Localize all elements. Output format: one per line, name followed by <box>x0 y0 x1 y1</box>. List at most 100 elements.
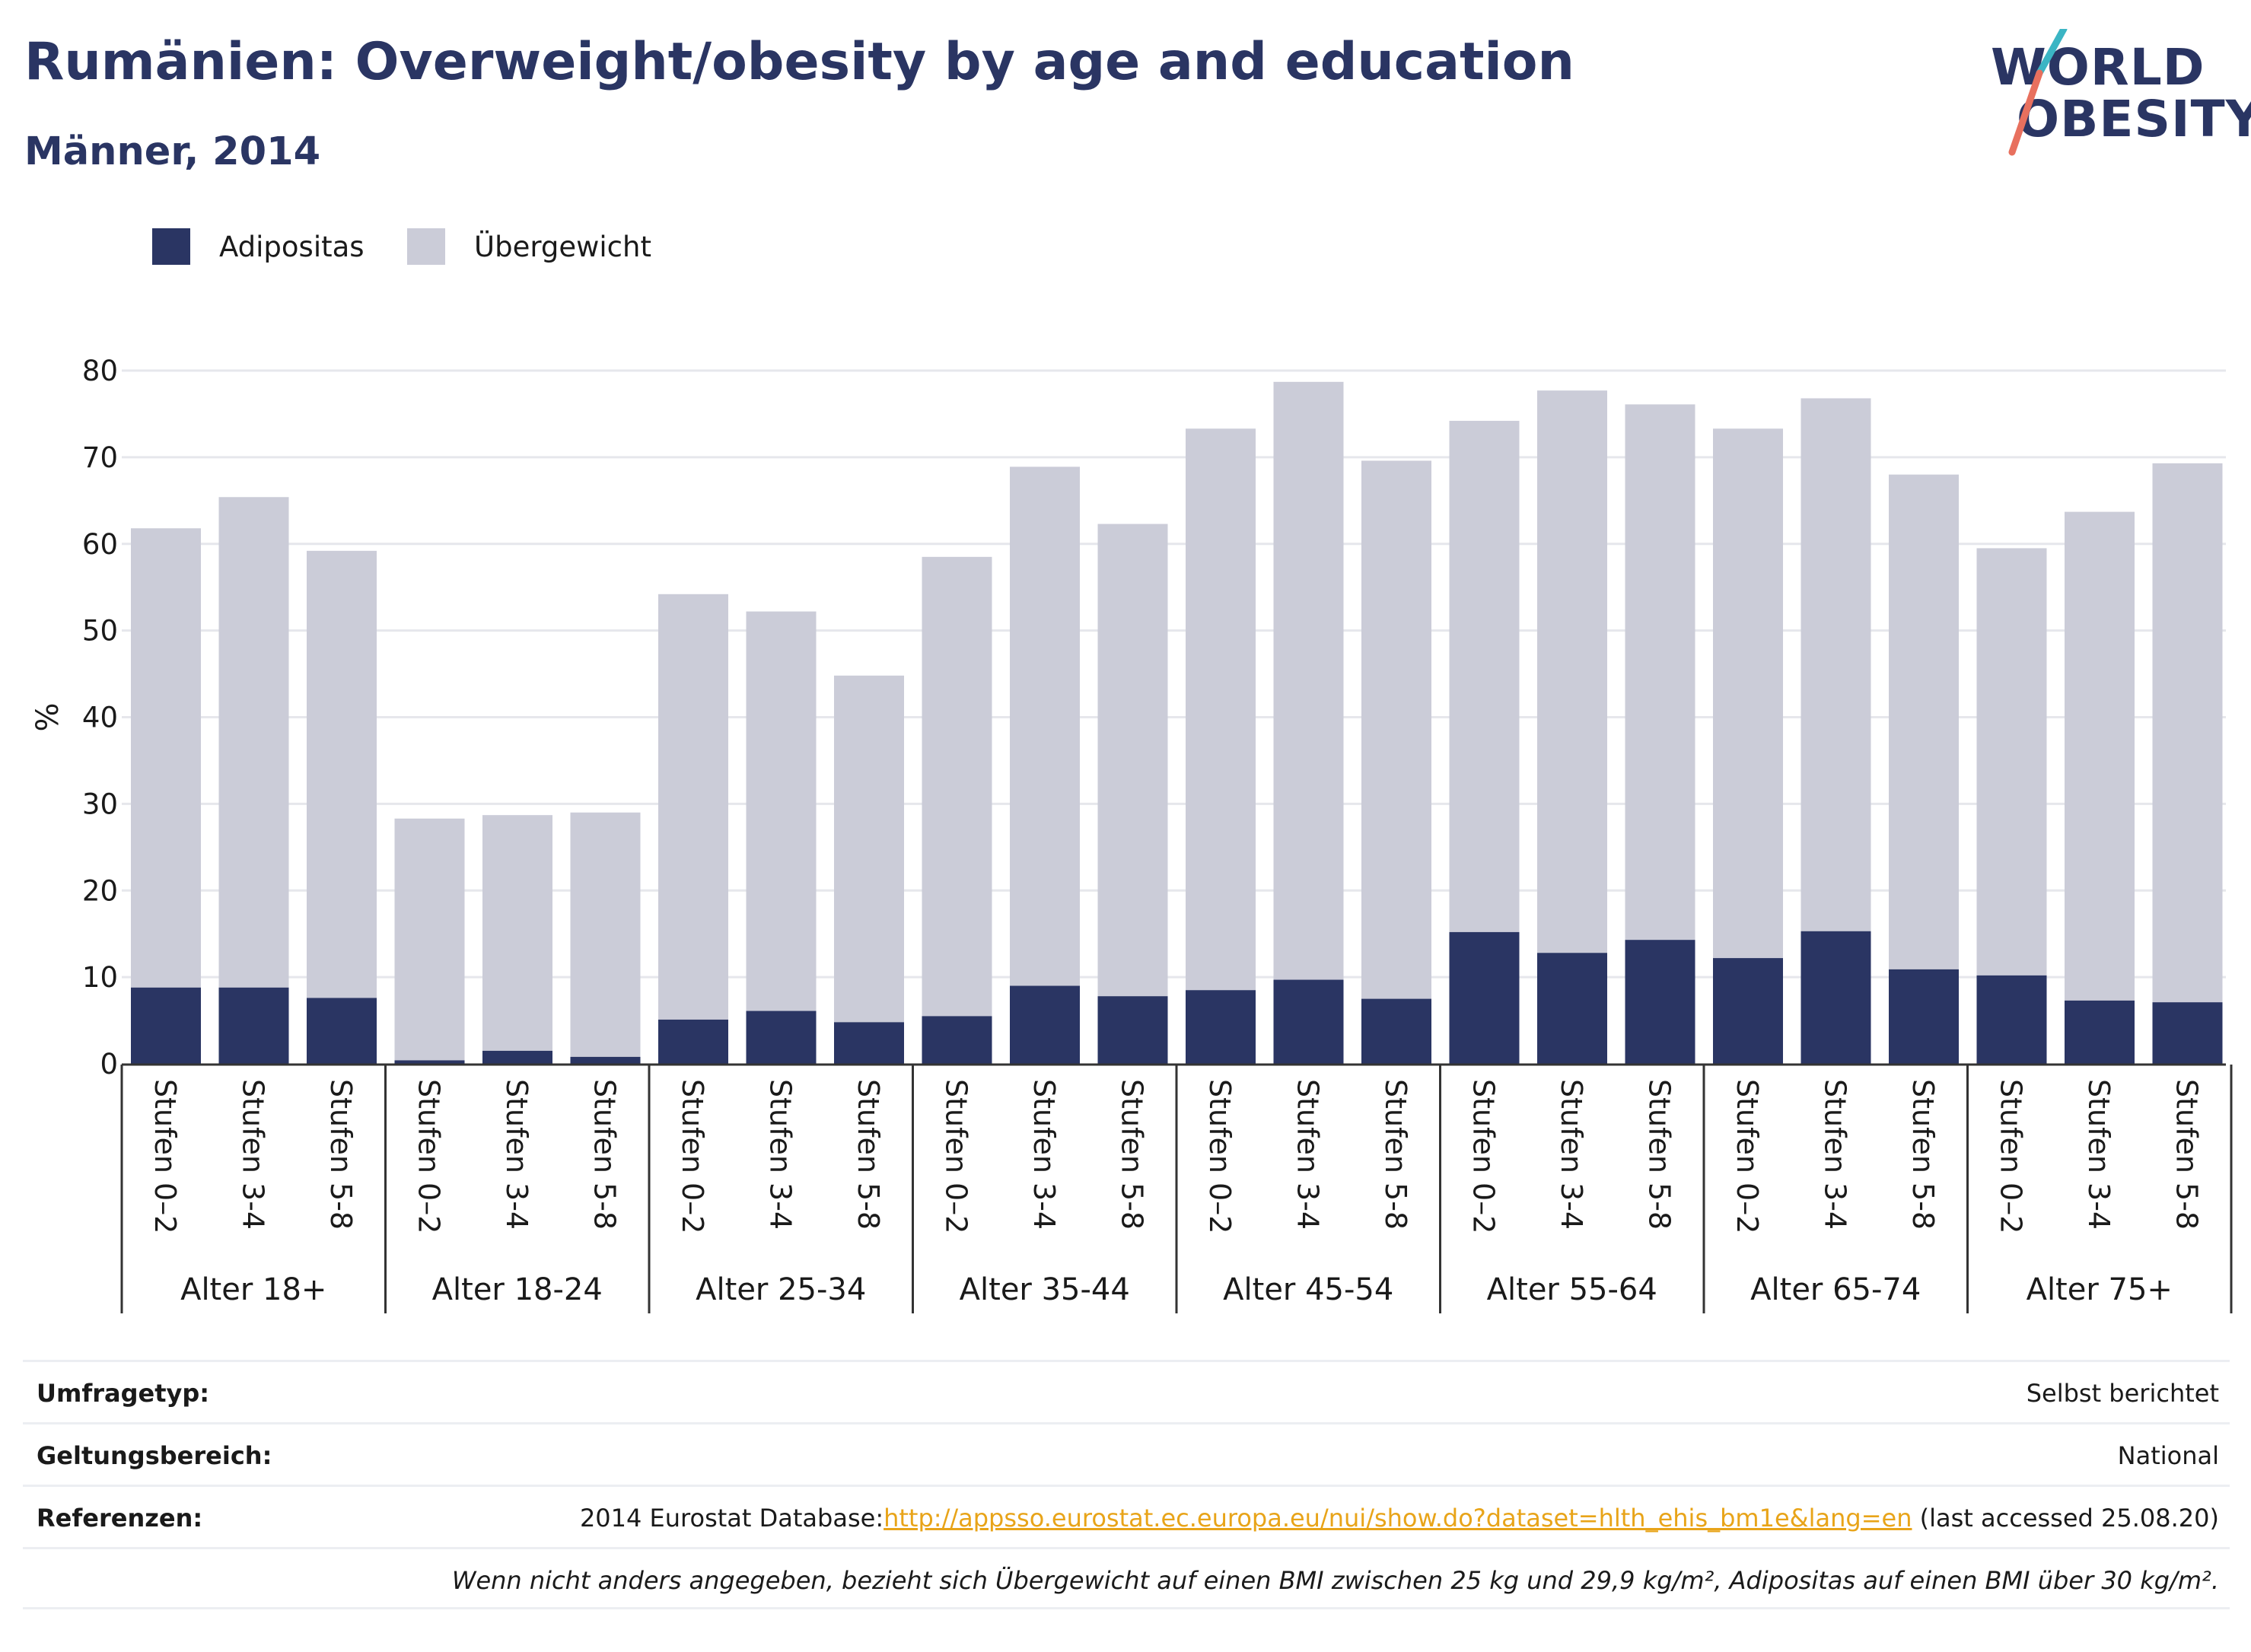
bar-obesity <box>307 998 377 1064</box>
y-tick-label: 80 <box>82 355 118 387</box>
bar-overweight <box>834 675 904 1023</box>
survey-type-value: Selbst berichtet <box>2026 1379 2219 1408</box>
bar-overweight <box>1889 474 1959 969</box>
bar-overweight <box>1976 548 2047 976</box>
world-obesity-logo: WORLD OBESITY <box>1979 29 2251 158</box>
bar-obesity <box>1010 985 1080 1064</box>
legend-swatch <box>152 228 190 265</box>
bar-obesity <box>131 987 201 1064</box>
bar-overweight <box>307 550 377 998</box>
bar-obesity <box>1713 958 1783 1064</box>
bar-overweight <box>1010 466 1080 986</box>
bar-obesity <box>1273 979 1344 1064</box>
y-axis: 0 10 20 30 40 50 60 70 80% <box>30 355 118 1081</box>
y-tick-label: 50 <box>82 615 118 648</box>
x-tick-label: Stufen 3-4 <box>764 1079 798 1230</box>
y-tick-label: 10 <box>82 961 118 994</box>
scope-label: Geltungsbereich: <box>37 1441 272 1470</box>
logo-text-world: WORLD <box>1991 38 2205 97</box>
bar-obesity <box>658 1019 728 1064</box>
group-label: Alter 35-44 <box>960 1272 1130 1307</box>
x-tick-label: Stufen 0–2 <box>1730 1079 1764 1233</box>
bar-obesity <box>746 1011 817 1064</box>
x-tick-label: Stufen 3-4 <box>1027 1079 1061 1230</box>
info-table: Umfragetyp: Selbst berichtet Geltungsber… <box>23 1360 2230 1609</box>
gridlines <box>122 369 2226 979</box>
bar-overweight <box>922 556 992 1017</box>
group-label: Alter 55-64 <box>1487 1272 1657 1307</box>
x-tick-label: Stufen 5-8 <box>2170 1079 2204 1230</box>
y-tick-label: 60 <box>82 528 118 561</box>
x-tick-label: Stufen 5-8 <box>1643 1079 1676 1230</box>
info-row-scope: Geltungsbereich: National <box>23 1422 2230 1485</box>
y-tick-label: 0 <box>100 1048 118 1081</box>
logo-text-obesity: OBESITY <box>2017 90 2251 148</box>
x-tick-label: Stufen 0–2 <box>412 1079 446 1233</box>
x-tick-label: Stufen 3-4 <box>2082 1079 2116 1230</box>
legend-label: Adipositas <box>219 231 365 263</box>
info-row-survey: Umfragetyp: Selbst berichtet <box>23 1360 2230 1422</box>
references-suffix: (last accessed 25.08.20) <box>1912 1504 2219 1533</box>
bar-overweight <box>570 812 641 1057</box>
x-tick-label: Stufen 0–2 <box>1995 1079 2028 1233</box>
bar-overweight <box>1273 381 1344 980</box>
x-tick-label: Stufen 5-8 <box>1379 1079 1412 1230</box>
y-tick-label: 40 <box>82 702 118 734</box>
scope-value: National <box>2117 1441 2219 1470</box>
bar-overweight <box>1449 421 1520 932</box>
group-label: Alter 18-24 <box>432 1272 603 1307</box>
references-link[interactable]: http://appsso.eurostat.ec.europa.eu/nui/… <box>884 1504 1912 1533</box>
bar-overweight <box>2065 511 2135 1001</box>
bar-obesity <box>1976 975 2047 1064</box>
bar-overweight <box>658 594 728 1020</box>
bar-obesity <box>218 987 289 1064</box>
bar-obesity <box>922 1016 992 1064</box>
bar-obesity <box>2152 1002 2223 1064</box>
bar-obesity <box>1186 990 1256 1064</box>
x-tick-label: Stufen 0–2 <box>1203 1079 1237 1233</box>
legend-label: Übergewicht <box>474 231 651 263</box>
references-value: 2014 Eurostat Database:http://appsso.eur… <box>580 1504 2219 1533</box>
info-row-note: Wenn nicht anders angegeben, bezieht sic… <box>23 1547 2230 1609</box>
y-tick-label: 30 <box>82 788 118 820</box>
chart-title: Rumänien: Overweight/obesity by age and … <box>24 32 1574 92</box>
bar-obesity <box>1537 953 1607 1064</box>
group-label: Alter 25-34 <box>696 1272 866 1307</box>
x-tick-label: Stufen 5-8 <box>1906 1079 1940 1230</box>
bar-overweight <box>1625 404 1695 941</box>
bar-overweight <box>1713 428 1783 959</box>
bar-overweight <box>746 611 817 1011</box>
y-tick-label: 20 <box>82 874 118 907</box>
bar-overweight <box>2152 463 2223 1003</box>
legend-swatch <box>407 228 445 265</box>
bar-overweight <box>1800 398 1871 931</box>
bar-overweight <box>1186 428 1256 991</box>
info-row-references: Referenzen: 2014 Eurostat Database:http:… <box>23 1485 2230 1547</box>
bar-overweight <box>1361 460 1431 999</box>
bar-overweight <box>131 528 201 988</box>
bar-obesity <box>1800 931 1871 1064</box>
x-tick-label: Stufen 0–2 <box>940 1079 973 1233</box>
bar-overweight <box>482 815 552 1051</box>
bar-obesity <box>394 1060 465 1064</box>
bar-overweight <box>218 497 289 988</box>
bar-obesity <box>482 1050 552 1064</box>
x-tick-label: Stufen 5-8 <box>852 1079 885 1230</box>
x-tick-label: Stufen 5-8 <box>324 1079 358 1230</box>
survey-type-label: Umfragetyp: <box>37 1379 210 1408</box>
bar-overweight <box>1097 524 1168 997</box>
references-label: Referenzen: <box>37 1504 203 1533</box>
group-label: Alter 75+ <box>2027 1272 2173 1307</box>
definition-note: Wenn nicht anders angegeben, bezieht sic… <box>451 1566 2219 1595</box>
x-tick-label: Stufen 0–2 <box>148 1079 182 1233</box>
group-label: Alter 65-74 <box>1750 1272 1921 1307</box>
bar-obesity <box>570 1056 641 1064</box>
bar-obesity <box>1449 931 1520 1064</box>
bar-obesity <box>1361 998 1431 1064</box>
bar-chart: Adipositas Übergewicht 0 10 20 30 40 50 60 70 80%… <box>30 228 2233 1313</box>
x-tick-label: Stufen 0–2 <box>1467 1079 1501 1233</box>
references-prefix: 2014 Eurostat Database: <box>579 1504 884 1533</box>
x-axis: Stufen 0–2 Stufen 3-4 Stufen 5-8 Stufen 0–2… <box>120 1063 2233 1313</box>
group-label: Alter 45-54 <box>1223 1272 1393 1307</box>
x-tick-label: Stufen 3-4 <box>1291 1079 1325 1230</box>
